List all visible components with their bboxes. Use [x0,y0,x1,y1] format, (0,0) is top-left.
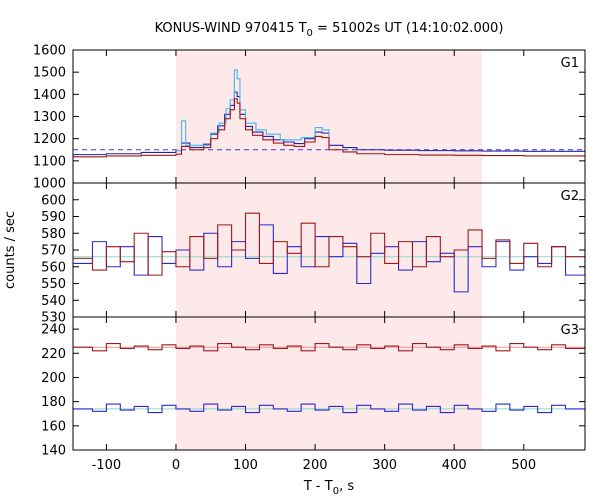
x-axis-title-rest: , s [339,479,354,494]
panel-g1-y-tick-label: 1200 [33,132,66,147]
chart-title-subscript: 0 [307,28,313,39]
x-axis-title-subscript: 0 [333,486,339,497]
panel-g2-label: G2 [561,189,579,204]
panel-g3-y-tick-label: 160 [41,419,66,434]
x-tick-label: 200 [303,458,328,473]
panel-g1-y-tick-label: 1100 [33,154,66,169]
chart-title: KONUS-WIND 970415 T0 = 51002s UT (14:10:… [155,21,504,39]
panel-g3-y-tick-label: 220 [41,347,66,362]
panel-g2-y-tick-label: 530 [41,311,66,326]
panel-g1-y-tick-label: 1000 [33,177,66,192]
y-axis-title: counts / sec [3,211,18,289]
panel-g1-series-2 [175,69,330,152]
panel-g3-series-1 [73,343,586,352]
x-axis-title-main: T - T [303,479,333,494]
panel-g2-y-tick-label: 540 [41,294,66,309]
panel-g2-y-tick-label: 570 [41,244,66,259]
panel-g3-series-2 [73,403,586,414]
panel-g1-y-tick-label: 1400 [33,88,66,103]
panel-g3-y-tick-label: 200 [41,371,66,386]
chart-title-main: KONUS-WIND 970415 T [155,21,307,36]
panel-g1-y-tick-label: 1300 [33,110,66,125]
panel-g3-y-tick-label: 240 [41,323,66,338]
x-tick-label: 300 [372,458,397,473]
panel-g3-y-tick-label: 140 [41,444,66,459]
panel-g2-y-tick-label: 560 [41,260,66,275]
panel-g1-y-tick-label: 1600 [33,44,66,59]
x-tick-label: 400 [442,458,467,473]
panel-g1-label: G1 [561,56,579,71]
panel-g1-y-tick-label: 1500 [33,66,66,81]
panel-g2-y-tick-label: 590 [41,210,66,225]
chart-title-rest: = 51002s UT (14:10:02.000) [313,21,503,36]
panel-g2-y-tick-label: 550 [41,277,66,292]
x-tick-label: 100 [233,458,258,473]
panel-g3-y-tick-label: 180 [41,395,66,410]
panel-g2-y-tick-label: 600 [41,193,66,208]
x-tick-label: -100 [92,458,122,473]
panel-g1-series-1 [73,91,586,156]
panel-g2-series-2 [73,212,586,276]
x-axis-title: T - T0, s [303,479,354,497]
panel-g2-y-tick-label: 580 [41,227,66,242]
panel-g1-series-3 [73,98,586,158]
x-tick-label: 0 [172,458,180,473]
panel-g3-label: G3 [561,323,579,338]
panel-g3-frame [72,316,586,451]
x-tick-label: 500 [511,458,536,473]
